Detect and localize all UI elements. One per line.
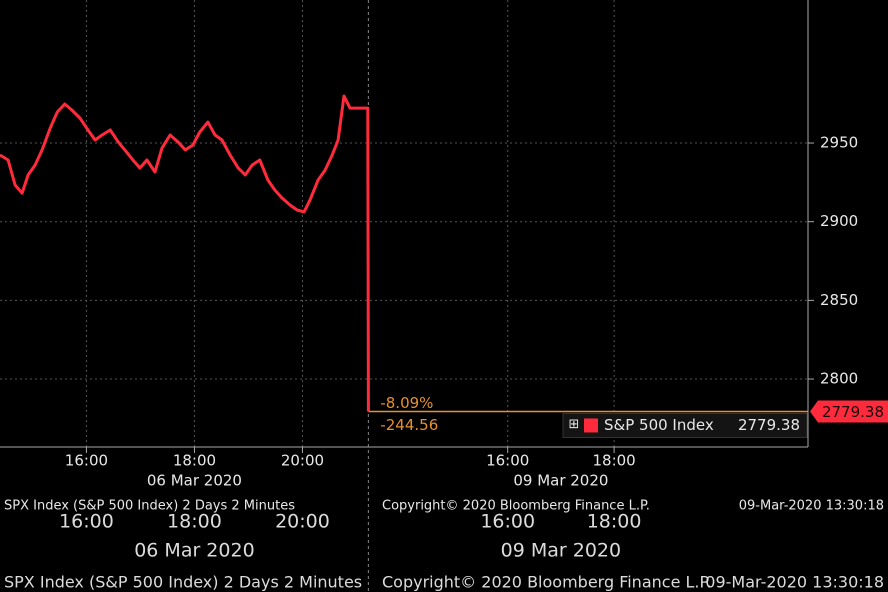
- footer-text-ghost: 09-Mar-2020 13:30:18: [705, 573, 884, 592]
- y-tick-label: 2850: [820, 291, 858, 309]
- series-line: [0, 94, 370, 412]
- x-tick-label-ghost: 18:00: [587, 511, 642, 533]
- x-tick-label-ghost: 20:00: [275, 511, 330, 533]
- footer-text: Copyright© 2020 Bloomberg Finance L.P.: [382, 499, 650, 514]
- x-tick-label: 20:00: [281, 452, 324, 470]
- footer-text-ghost: Copyright© 2020 Bloomberg Finance L.P.: [382, 573, 712, 592]
- annotation: -8.09%: [380, 394, 433, 412]
- x-tick-label: 18:00: [592, 452, 635, 470]
- legend-swatch: [584, 418, 598, 433]
- x-tick-label: 16:00: [486, 452, 529, 470]
- x-tick-label-ghost: 16:00: [480, 511, 535, 533]
- annotation: -244.56: [380, 416, 438, 434]
- y-tick-label: 2800: [820, 370, 858, 388]
- legend-value: 2779.38: [738, 416, 800, 434]
- legend-expand: ⊞: [569, 417, 580, 432]
- footer-text-ghost: SPX Index (S&P 500 Index) 2 Days 2 Minut…: [4, 573, 362, 592]
- date-label: 09 Mar 2020: [513, 472, 608, 490]
- date-label-ghost: 06 Mar 2020: [134, 540, 254, 562]
- x-tick-label: 18:00: [173, 452, 216, 470]
- footer-text: 09-Mar-2020 13:30:18: [739, 499, 884, 514]
- date-label-ghost: 09 Mar 2020: [501, 540, 621, 562]
- price-tag-label: 2779.38: [822, 403, 884, 421]
- x-tick-label-ghost: 18:00: [167, 511, 222, 533]
- legend-label: S&P 500 Index: [604, 416, 714, 434]
- price-tag: [810, 400, 888, 423]
- y-tick-label: 2900: [820, 212, 858, 230]
- x-tick-label: 16:00: [65, 452, 108, 470]
- x-tick-label-ghost: 16:00: [59, 511, 114, 533]
- date-label: 06 Mar 2020: [147, 472, 242, 490]
- legend-box: [562, 412, 808, 438]
- footer-text: SPX Index (S&P 500 Index) 2 Days 2 Minut…: [4, 499, 295, 514]
- y-tick-label: 2950: [820, 134, 858, 152]
